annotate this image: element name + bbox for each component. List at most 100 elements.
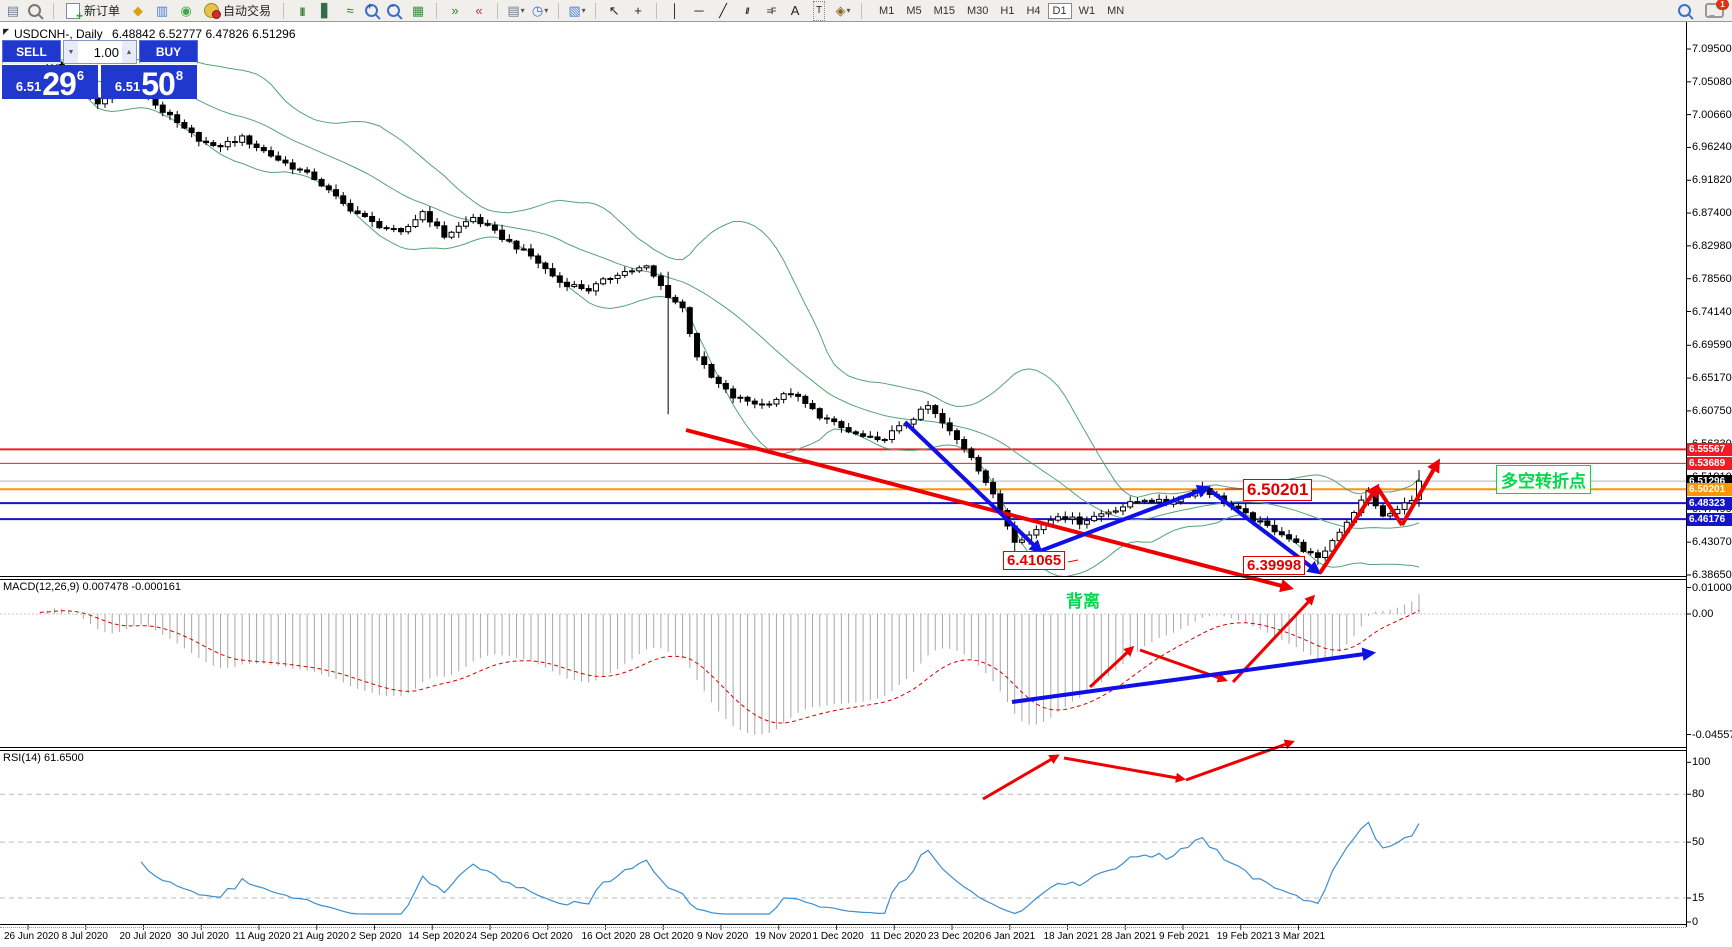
data-window-icon[interactable]: ▥	[155, 2, 169, 18]
price-tick: 6.91820	[1692, 174, 1732, 187]
date-label: 24 Sep 2020	[466, 931, 523, 942]
play-dot-icon	[204, 3, 222, 19]
price-axis-border	[1686, 22, 1687, 927]
tile-windows-icon[interactable]: ▦	[411, 2, 425, 18]
timeframe-m5[interactable]: M5	[906, 4, 922, 17]
sell-price-tile[interactable]: 6.51 29 6	[2, 65, 98, 102]
text-icon[interactable]: A	[790, 2, 800, 18]
timeframe-m30[interactable]: M30	[967, 4, 989, 17]
rsi-pane	[0, 793, 1686, 915]
price-callout-6.41065: 6.41065	[1003, 551, 1066, 571]
timeframe-m15[interactable]: M15	[933, 4, 955, 17]
preview-icon[interactable]	[28, 4, 41, 17]
sell-price-big: 29	[42, 66, 77, 102]
chevron-down-icon: ▾	[581, 5, 586, 15]
pane-border	[0, 747, 1686, 748]
toolbar-right: 1	[1677, 0, 1732, 19]
price-downtrend-line	[685, 428, 1294, 593]
pane-border	[0, 576, 1686, 577]
date-label: 9 Nov 2020	[697, 931, 749, 942]
fibonacci-icon[interactable]: ≡F	[766, 5, 777, 16]
toolbar-separator	[53, 2, 54, 19]
zoom-in-icon[interactable]: +	[365, 2, 379, 17]
date-label: 26 Jun 2020	[4, 931, 60, 942]
price-tag-6.46176: 6.46176	[1687, 512, 1732, 526]
price-tick: 7.09500	[1692, 43, 1732, 55]
date-label: 19 Nov 2020	[754, 931, 812, 942]
text-label-icon[interactable]: T	[809, 0, 829, 21]
chat-badge: 1	[1716, 0, 1729, 10]
autotrading-button-label: 自动交易	[223, 4, 272, 18]
template-icon[interactable]: ▧ ▾	[568, 2, 586, 18]
chat-icon[interactable]: 1	[1705, 0, 1729, 18]
pane-border	[0, 924, 1686, 925]
date-label: 23 Dec 2020	[928, 931, 985, 942]
volume-up-button[interactable]: ▲	[122, 41, 136, 63]
date-label: 1 Dec 2020	[812, 931, 864, 942]
price-red-leg-1	[1318, 483, 1380, 575]
sell-button[interactable]: SELL	[2, 40, 61, 64]
date-label: 19 Feb 2021	[1216, 931, 1273, 942]
toolbar-separator	[436, 2, 438, 19]
macd-axis-tick: 0.00	[1692, 608, 1714, 620]
timeframe-m1[interactable]: M1	[879, 4, 895, 17]
date-label: 3 Mar 2021	[1274, 931, 1326, 942]
timeframe-h1[interactable]: H1	[1000, 4, 1015, 17]
pane-border-dotted	[0, 927, 1686, 929]
rsi-axis-tick: 15	[1692, 892, 1705, 905]
chart-shift-icon[interactable]: «	[475, 2, 483, 18]
toolbar-separator	[861, 2, 863, 19]
timeframe-h4[interactable]: H4	[1026, 4, 1041, 17]
timeframe-w1[interactable]: W1	[1078, 4, 1096, 17]
toolbar: ▤新订单◆▥◉自动交易|||▋≈+−▦»«▤▾◷▾▧▾↖+│─╱//≡FAT◈▾…	[0, 0, 1732, 23]
horizontal-line-icon[interactable]: ─	[694, 2, 704, 18]
line-chart-icon[interactable]: ≈	[346, 2, 354, 18]
doc-plus-icon	[66, 2, 83, 23]
date-label: 30 Jul 2020	[177, 931, 229, 942]
signal-icon[interactable]: ◉	[180, 2, 192, 18]
pane-border	[0, 579, 1686, 580]
arrows-icon[interactable]: ◈ ▾	[835, 2, 851, 18]
date-label: 14 Sep 2020	[408, 931, 465, 942]
new-order-button[interactable]: 新订单	[62, 2, 124, 23]
volume-input[interactable]	[78, 41, 122, 63]
zoom-out-icon[interactable]: −	[387, 2, 401, 17]
crosshair-icon[interactable]: +	[634, 2, 642, 18]
date-label: 21 Aug 2020	[292, 931, 349, 942]
date-label: 20 Jul 2020	[119, 931, 172, 942]
timeframe-mn[interactable]: MN	[1107, 4, 1125, 17]
autoscroll-icon[interactable]: »	[451, 2, 459, 18]
sell-price-small: 6.51	[15, 79, 42, 94]
macd-blue-divergence	[1011, 647, 1377, 704]
trendline-icon[interactable]: ╱	[719, 2, 727, 18]
pane-border	[0, 750, 1686, 751]
price-red-leg-2	[1375, 485, 1404, 527]
price-blue-leg-2	[1039, 484, 1211, 553]
buy-price-tile[interactable]: 6.51 50 8	[101, 65, 197, 100]
buy-button[interactable]: BUY	[139, 40, 198, 64]
candlestick-chart-icon[interactable]: ▋	[321, 2, 332, 18]
macd-red-leg-1	[1088, 645, 1135, 689]
timeframe-d1[interactable]: D1	[1047, 2, 1072, 19]
market-watch-icon[interactable]: ◆	[133, 2, 144, 18]
date-label: 8 Jul 2020	[61, 931, 108, 942]
volume-down-button[interactable]: ▼	[64, 41, 78, 63]
date-label: 6 Jan 2021	[985, 931, 1036, 942]
annotation-text: 多空转折点	[1496, 465, 1591, 494]
channel-icon[interactable]: //	[745, 5, 750, 16]
buy-price-small: 6.51	[114, 79, 141, 94]
chart-title: USDCNH-, Daily 6.48842 6.52777 6.47826 6…	[14, 27, 296, 41]
profiles-icon[interactable]: ◷ ▾	[531, 2, 549, 18]
chevron-down-icon: ▾	[520, 5, 525, 15]
chart-window-icon[interactable]: ▤	[6, 2, 20, 18]
search-icon[interactable]	[1678, 4, 1691, 17]
buy-price-sup: 8	[175, 68, 184, 83]
chart-collapse-icon[interactable]: ◤	[3, 27, 10, 36]
vertical-line-icon[interactable]: │	[670, 2, 680, 18]
bars-chart-icon[interactable]: |||	[299, 5, 305, 16]
new-chart-icon[interactable]: ▤ ▾	[507, 2, 525, 18]
cursor-icon[interactable]: ↖	[608, 2, 620, 18]
autotrading-button[interactable]: 自动交易	[200, 2, 275, 20]
